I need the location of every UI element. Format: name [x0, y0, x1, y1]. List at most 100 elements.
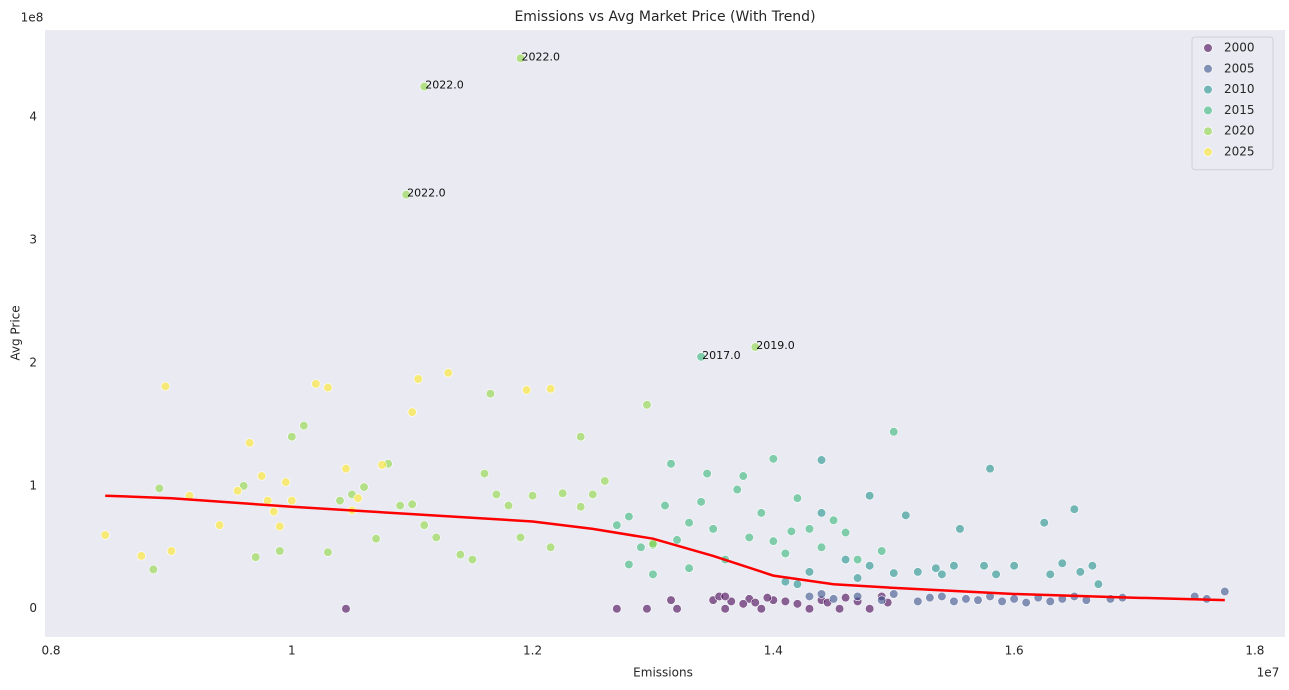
point: [804, 524, 815, 534]
legend-label: 2010: [1224, 82, 1255, 96]
point: [889, 589, 899, 599]
point: [527, 491, 538, 501]
point: [804, 604, 815, 614]
point: [756, 508, 766, 518]
point: [371, 534, 381, 544]
point: [816, 455, 827, 465]
annotation: 2019.0: [756, 339, 795, 352]
legend-marker: [1203, 84, 1213, 95]
point: [1045, 569, 1055, 579]
point: [341, 464, 351, 474]
point: [901, 510, 911, 520]
point: [877, 546, 887, 556]
point: [257, 471, 267, 481]
legend-label: 2005: [1224, 61, 1255, 75]
point: [1075, 567, 1085, 577]
point: [684, 563, 694, 573]
x-tick-label: 1: [288, 644, 296, 658]
point: [780, 548, 790, 559]
point: [1039, 518, 1049, 528]
point: [377, 460, 387, 470]
point: [311, 379, 321, 389]
legend-label: 2025: [1224, 145, 1255, 159]
point: [702, 468, 712, 479]
point: [600, 476, 610, 486]
point: [323, 382, 333, 393]
point: [612, 520, 622, 530]
point: [828, 594, 839, 604]
point: [726, 596, 736, 606]
point: [744, 532, 754, 543]
point: [521, 385, 532, 395]
point: [648, 569, 658, 579]
point: [359, 482, 369, 492]
point: [233, 486, 243, 496]
point: [961, 594, 971, 604]
point: [828, 515, 839, 525]
point: [660, 500, 670, 511]
point: [642, 604, 652, 614]
point: [341, 604, 351, 614]
x-axis-label: Emissions: [633, 666, 693, 680]
y-tick-label: 0: [29, 601, 37, 615]
point: [419, 520, 429, 530]
annotation: 2022.0: [522, 50, 561, 63]
point: [154, 483, 164, 493]
plot-area: [45, 30, 1285, 637]
point: [666, 595, 676, 605]
point: [937, 569, 947, 579]
point: [612, 604, 622, 614]
y-tick-label: 3: [29, 233, 37, 247]
point: [973, 595, 983, 605]
point: [853, 591, 863, 602]
point: [913, 567, 923, 577]
point: [546, 384, 556, 394]
point: [1045, 596, 1055, 606]
point: [889, 427, 899, 437]
point: [1057, 558, 1067, 568]
point: [840, 554, 851, 565]
point: [991, 569, 1001, 579]
point: [889, 568, 899, 578]
annotation: 2017.0: [702, 349, 741, 362]
point: [275, 546, 285, 556]
chart-title: Emissions vs Avg Market Price (With Tren…: [514, 9, 815, 25]
point: [865, 561, 875, 571]
point: [949, 561, 959, 571]
point: [515, 53, 526, 63]
y-axis-label: Avg Price: [9, 305, 23, 360]
point: [245, 438, 255, 448]
point: [780, 596, 790, 606]
point: [738, 599, 748, 609]
point: [1009, 594, 1019, 604]
point: [443, 368, 453, 378]
point: [558, 488, 568, 498]
point: [335, 496, 345, 506]
x-tick-label: 1.8: [1245, 644, 1264, 658]
y-tick-label: 1: [29, 478, 37, 492]
point: [576, 432, 586, 442]
point: [239, 481, 249, 491]
point: [407, 499, 417, 509]
y-tick-label: 4: [29, 110, 37, 124]
point: [804, 567, 815, 577]
point: [720, 591, 730, 602]
point: [696, 352, 706, 362]
point: [816, 589, 827, 599]
point: [353, 493, 363, 503]
point: [684, 518, 694, 528]
point: [949, 596, 959, 606]
point: [636, 542, 646, 552]
point: [708, 524, 718, 534]
point: [624, 511, 634, 522]
legend-marker: [1203, 147, 1213, 157]
point: [455, 550, 465, 560]
point: [738, 471, 748, 481]
point: [485, 389, 496, 399]
point: [299, 421, 309, 431]
point: [931, 563, 941, 573]
point: [865, 491, 875, 501]
x-tick-label: 1.6: [1005, 644, 1024, 658]
point: [696, 497, 706, 507]
point: [672, 604, 682, 614]
